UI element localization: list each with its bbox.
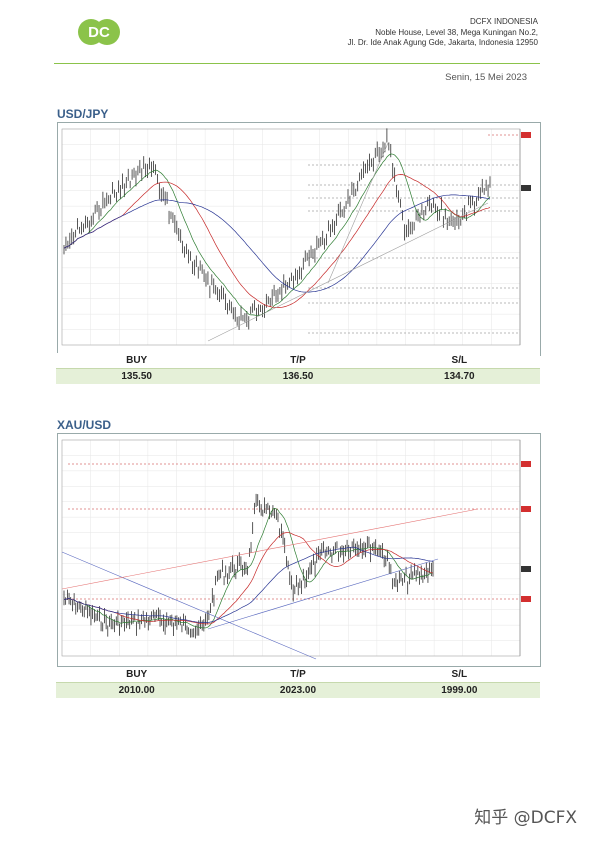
trade-header-row: BUY T/P S/L (56, 667, 540, 682)
sl-label: S/L (451, 669, 468, 680)
price-marker (521, 566, 531, 572)
price-marker (521, 185, 531, 191)
dcfx-logo: DC (78, 19, 120, 45)
section-title-usdjpy: USD/JPY (57, 107, 109, 121)
trend-line (207, 202, 489, 342)
company-info: DCFX INDONESIA Noble House, Level 38, Me… (348, 17, 538, 49)
logo-text: DC (88, 24, 110, 41)
ma-fast-line (63, 153, 491, 317)
price-marker (521, 461, 531, 467)
tp-label: T/P (290, 669, 306, 680)
ma-slow-line (63, 546, 434, 623)
trade-values-row: 135.50 136.50 134.70 (56, 368, 540, 384)
header-divider (54, 63, 540, 64)
watermark: 知乎 @DCFX (474, 808, 577, 828)
trend-line (207, 558, 439, 630)
sl-value: 1999.00 (441, 685, 478, 696)
trend-line (61, 551, 317, 660)
company-name: DCFX INDONESIA (469, 17, 538, 26)
tp-value: 2023.00 (279, 685, 317, 696)
buy-value: 135.50 (121, 371, 152, 382)
usdjpy-trade-table: BUY T/P S/L 135.50 136.50 134.70 (56, 353, 540, 384)
buy-label: BUY (126, 355, 148, 366)
trade-values-row: 2010.00 2023.00 1999.00 (56, 682, 540, 698)
buy-value: 2010.00 (118, 685, 155, 696)
trade-header-row: BUY T/P S/L (56, 353, 540, 368)
sl-value: 134.70 (444, 371, 475, 382)
tp-value: 136.50 (282, 371, 314, 382)
ma-mid-line (63, 174, 491, 308)
price-marker (521, 506, 531, 512)
section-title-xauusd: XAU/USD (57, 418, 112, 432)
price-bars (63, 128, 491, 331)
trend-line (327, 142, 389, 284)
price-marker (521, 132, 531, 138)
address-line-1: Noble House, Level 38, Mega Kuningan No.… (375, 27, 538, 37)
chart-grid (61, 439, 521, 657)
buy-label: BUY (126, 669, 148, 680)
chart-grid (61, 128, 521, 346)
tp-label: T/P (290, 355, 306, 366)
ma-fast-line (63, 508, 434, 629)
usdjpy-chart (57, 122, 541, 356)
report-date: Senin, 15 Mei 2023 (445, 72, 527, 83)
price-bars (63, 493, 434, 639)
address-line-2: Jl. Dr. Ide Anak Agung Gde, Jakarta, Ind… (347, 38, 538, 47)
ma-mid-line (63, 531, 434, 625)
price-marker (521, 596, 531, 602)
ma-slow-line (63, 194, 491, 293)
xauusd-chart (57, 433, 541, 667)
xauusd-trade-table: BUY T/P S/L 2010.00 2023.00 1999.00 (56, 667, 540, 698)
trend-line (61, 508, 479, 590)
sl-label: S/L (451, 355, 468, 366)
